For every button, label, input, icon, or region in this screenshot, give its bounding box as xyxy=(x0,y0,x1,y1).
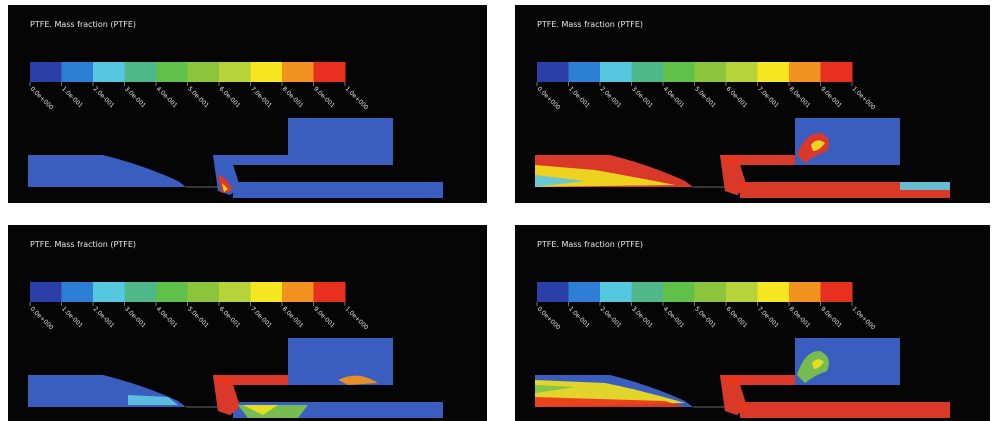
colorbar-swatch xyxy=(568,282,601,302)
concentration-region xyxy=(811,140,825,151)
colorbar-swatch xyxy=(250,282,283,302)
colorbar-swatch xyxy=(30,282,62,302)
colorbar-swatch xyxy=(600,282,632,302)
colorbar-swatch xyxy=(757,282,790,302)
colorbar-swatch xyxy=(30,62,62,82)
colorbar-swatch xyxy=(282,282,314,302)
colorbar-swatch xyxy=(631,62,664,82)
colorbar-swatch xyxy=(61,62,94,82)
colorbar-swatch xyxy=(124,282,157,302)
colorbar-swatch xyxy=(93,282,125,302)
concentration-region xyxy=(213,375,240,415)
colorbar-swatch xyxy=(694,282,727,302)
concentration-region xyxy=(213,375,288,385)
simulation-panel: PTFE. Mass fraction (PTFE)0.0e+000 1.0e-0… xyxy=(515,225,990,421)
colorbar-swatch xyxy=(250,62,283,82)
colorbar-swatch xyxy=(820,282,853,302)
colorbar-swatch xyxy=(61,282,94,302)
colorbar-swatch xyxy=(313,62,346,82)
concentration-region xyxy=(720,375,795,385)
colorbar-swatch xyxy=(600,62,632,82)
simulation-panel: PTFE. Mass fraction (PTFE)0.0e+000 1.0e-0… xyxy=(8,5,487,203)
concentration-region xyxy=(218,175,232,193)
concentration-region xyxy=(797,350,829,383)
flow-domain xyxy=(233,182,443,198)
colorbar-swatch xyxy=(757,62,790,82)
colorbar-swatch xyxy=(694,62,727,82)
colorbar-swatch xyxy=(726,282,758,302)
flow-domain xyxy=(795,338,900,385)
colorbar-swatch xyxy=(93,62,125,82)
concentration-region xyxy=(812,359,824,369)
colorbar-swatch xyxy=(789,282,821,302)
flow-domain xyxy=(288,118,393,165)
panel-title: PTFE. Mass fraction (PTFE) xyxy=(537,20,643,29)
concentration-region xyxy=(720,155,795,165)
colorbar-swatch xyxy=(820,62,853,82)
flow-domain xyxy=(28,155,186,187)
colorbar-swatch xyxy=(537,282,569,302)
colorbar-swatch xyxy=(124,62,157,82)
colorbar-swatch xyxy=(726,62,758,82)
colorbar-swatch xyxy=(789,62,821,82)
concentration-region xyxy=(128,395,178,405)
colorbar-swatch xyxy=(219,62,251,82)
concentration-region xyxy=(740,402,950,418)
colorbar-swatch xyxy=(663,62,695,82)
colorbar-swatch xyxy=(313,282,346,302)
panel-title: PTFE. Mass fraction (PTFE) xyxy=(537,240,643,249)
flow-domain xyxy=(213,155,288,165)
colorbar-swatch xyxy=(663,282,695,302)
colorbar-swatch xyxy=(537,62,569,82)
colorbar-swatch xyxy=(187,62,220,82)
colorbar-swatch xyxy=(156,282,188,302)
flow-domain xyxy=(288,338,393,385)
concentration-region xyxy=(222,183,228,192)
concentration-region xyxy=(535,397,685,407)
flow-domain xyxy=(795,118,900,165)
simulation-panel: PTFE. Mass fraction (PTFE)0.0e+000 1.0e-0… xyxy=(515,5,990,203)
concentration-region xyxy=(535,385,575,393)
colorbar-swatch xyxy=(187,282,220,302)
colorbar-swatch xyxy=(568,62,601,82)
concentration-region xyxy=(740,182,950,198)
panel-title: PTFE. Mass fraction (PTFE) xyxy=(30,20,136,29)
concentration-region xyxy=(338,375,378,385)
concentration-region xyxy=(535,175,585,187)
panel-title: PTFE. Mass fraction (PTFE) xyxy=(30,240,136,249)
colorbar-swatch xyxy=(282,62,314,82)
concentration-region xyxy=(900,182,950,190)
colorbar-swatch xyxy=(219,282,251,302)
simulation-panel: PTFE. Mass fraction (PTFE)0.0e+000 1.0e-0… xyxy=(8,225,487,421)
colorbar-swatch xyxy=(631,282,664,302)
concentration-region xyxy=(243,405,278,415)
colorbar-swatch xyxy=(156,62,188,82)
